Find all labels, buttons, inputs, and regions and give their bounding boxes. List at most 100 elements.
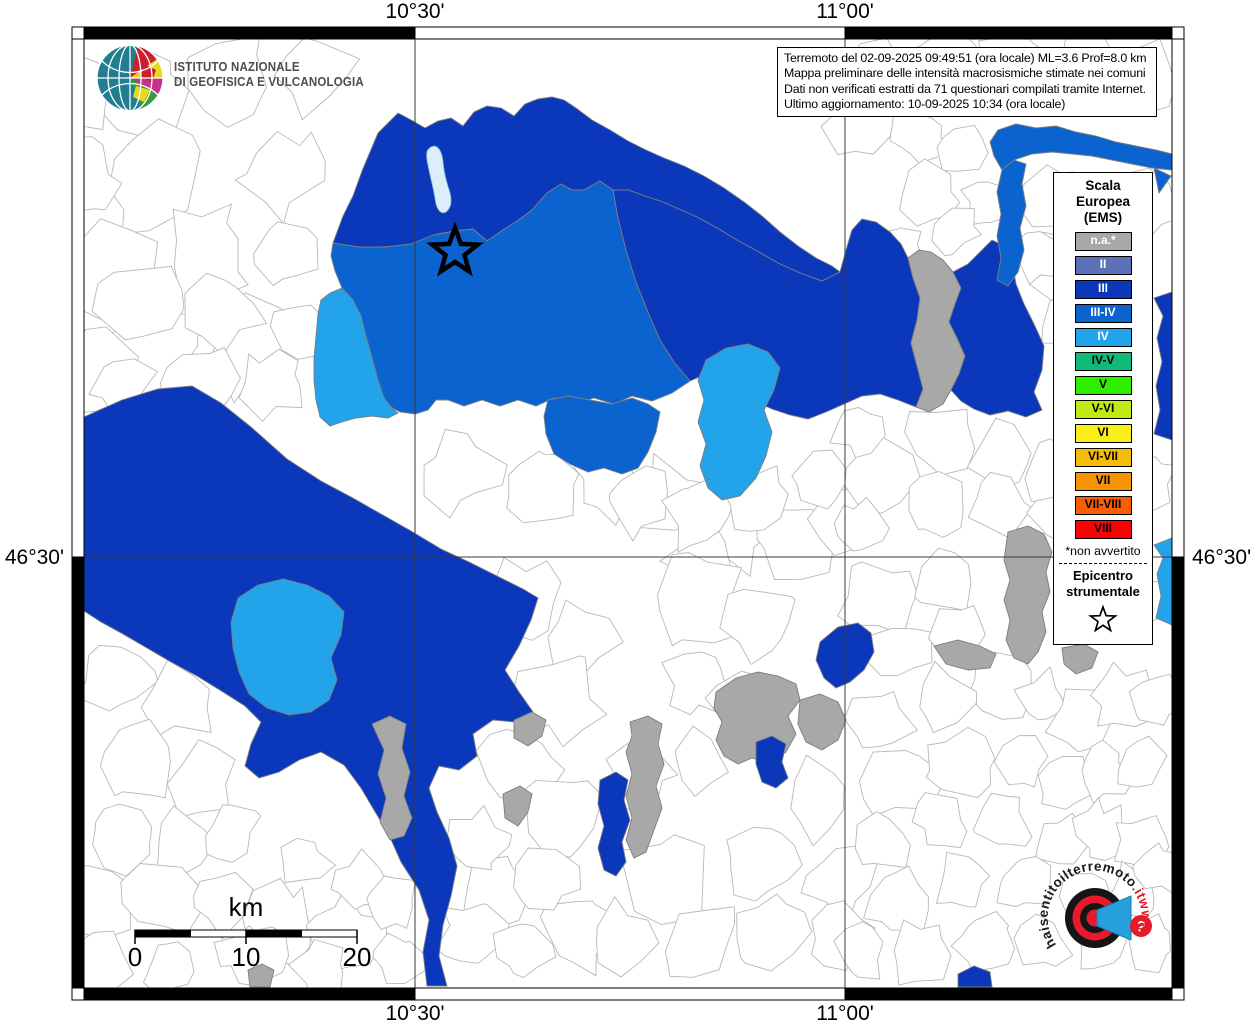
question-badge: [1130, 915, 1152, 937]
intensity-region-na: [1003, 525, 1053, 665]
municipality-cell: [435, 903, 510, 964]
info-line-updated: Ultimo aggiornamento: 10-09-2025 10:34 (…: [784, 96, 1066, 111]
intensity-regions-layer: [84, 96, 1172, 988]
municipality-cell: [935, 851, 991, 908]
axis-label-top-left: 10°30': [385, 0, 444, 23]
ingv-logo-globe: [96, 44, 164, 112]
lake-shape: [426, 145, 452, 214]
intensity-region-iii: [957, 965, 993, 988]
intensity-region-iiiiv: [1153, 167, 1172, 195]
ingv-logo-line2: DI GEOFISICA E VULCANOLOGIA: [174, 75, 364, 89]
legend-swatch-viiviii: VII-VIII: [1074, 496, 1132, 515]
intensity-region-na: [247, 963, 275, 988]
municipality-cell: [238, 348, 303, 423]
municipality-cell: [184, 272, 268, 356]
municipality-cell: [596, 895, 660, 978]
legend-epicenter-star-icon: [1088, 604, 1118, 633]
municipality-cell: [280, 837, 337, 884]
intensity-region-iv: [230, 578, 345, 716]
municipality-cell: [99, 718, 171, 799]
intensity-region-na: [513, 711, 547, 747]
municipality-cell: [931, 207, 983, 257]
municipality-cell: [84, 930, 134, 988]
municipality-cell: [1128, 673, 1172, 726]
epicenter-star: [426, 221, 484, 277]
municipality-cell: [996, 856, 1052, 907]
municipality-cell: [140, 659, 212, 737]
legend-swatch-viii: VIII: [1074, 520, 1132, 539]
intensity-region-iii: [1153, 291, 1172, 441]
legend-swatch-iii: III: [1074, 280, 1132, 299]
scale-bar-unit: km: [229, 892, 264, 922]
intensity-region-iv: [1153, 537, 1172, 626]
question-badge-glyph: ?: [1134, 918, 1147, 937]
municipality-cell: [664, 906, 735, 978]
haisentitoilterremoto-logo: ? haisentitoilterremoto.it www.: [1036, 858, 1154, 951]
axis-label-bottom-left: 10°30': [385, 1002, 444, 1024]
municipality-cell: [253, 221, 319, 287]
municipality-cell: [539, 900, 621, 977]
municipality-cell: [674, 725, 730, 797]
legend-swatch-v: V: [1074, 376, 1132, 395]
intensity-region-iiiiv: [996, 159, 1027, 287]
legend-separator: [1059, 563, 1147, 564]
municipality-cell: [919, 660, 978, 734]
legend-swatch-iiiiv: III-IV: [1074, 304, 1132, 323]
municipality-cell: [904, 408, 976, 476]
intensity-region-iv: [313, 287, 399, 427]
municipality-cell: [911, 792, 968, 849]
municipality-cell: [513, 847, 582, 911]
municipality-cell: [936, 124, 989, 172]
legend-title-line2: Europea: [1075, 194, 1130, 209]
municipality-cell: [446, 804, 513, 871]
municipality-cell: [829, 407, 886, 458]
municipality-cell: [547, 599, 624, 676]
intensity-region-na: [797, 693, 847, 751]
municipality-cell: [609, 465, 668, 542]
municipality-cell: [287, 938, 344, 988]
earthquake-info-box: Terremoto del 02-09-2025 09:49:51 (ora l…: [777, 47, 1157, 118]
municipality-cell: [736, 893, 813, 972]
legend-swatch-na: n.a.*: [1074, 232, 1132, 251]
municipality-cell: [234, 130, 326, 225]
municipality-cell: [893, 919, 952, 986]
scale-bar-tick-10: 10: [232, 942, 261, 972]
municipality-cell: [950, 910, 1016, 972]
legend-swatch-vivii: VI-VII: [1074, 448, 1132, 467]
legend-title-line3: (EMS): [1083, 210, 1123, 225]
municipality-cell: [726, 826, 803, 902]
municipality-cell: [108, 118, 201, 235]
municipality-cell: [492, 923, 557, 979]
municipality-cell: [854, 811, 911, 869]
intensity-region-na: [933, 639, 997, 671]
municipality-cell: [205, 804, 262, 863]
intensity-region-iiiiv: [543, 395, 661, 475]
municipality-cell: [833, 921, 884, 980]
intensity-region-na: [502, 785, 533, 827]
legend-swatch-list: n.a.* II III III-IV IV IV-V V V-VI VI VI-VII VII VI…: [1054, 232, 1152, 539]
municipality-cell: [1013, 913, 1074, 967]
municipality-cell: [1132, 842, 1172, 894]
info-line-description: Mappa preliminare delle intensità macros…: [784, 66, 1146, 81]
municipality-cell: [972, 792, 1033, 847]
municipality-cell: [1081, 739, 1132, 805]
municipality-cell: [719, 588, 796, 666]
legend-box: Scala Europea (EMS) n.a.* II III III-IV IV IV…: [1053, 172, 1153, 645]
megaphone-icon: [1096, 895, 1132, 941]
municipality-cell: [187, 39, 267, 128]
intensity-region-na: [371, 715, 413, 841]
municipality-cell: [791, 449, 847, 510]
municipality-cell: [993, 735, 1049, 788]
municipality-cell: [273, 39, 361, 121]
intensity-region-iii: [948, 239, 1045, 418]
municipality-cell: [1013, 665, 1067, 721]
legend-swatch-vvi: V-VI: [1074, 400, 1132, 419]
map-frame: [71, 26, 1185, 1001]
municipality-cell: [84, 136, 123, 211]
municipality-cell: [269, 304, 330, 360]
legend-swatch-iv: IV: [1074, 328, 1132, 347]
municipality-cell: [156, 805, 217, 876]
municipality-cell: [790, 754, 845, 847]
